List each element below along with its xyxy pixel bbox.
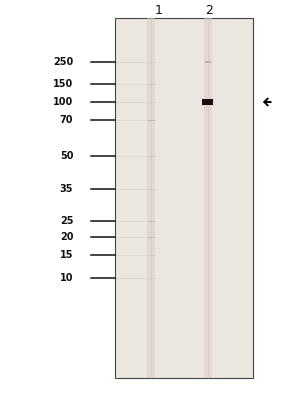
- Bar: [204, 18, 212, 378]
- Text: 150: 150: [53, 79, 73, 89]
- Text: 2: 2: [205, 4, 213, 16]
- Text: 100: 100: [53, 97, 73, 107]
- Text: 35: 35: [60, 184, 73, 194]
- Bar: [115, 18, 253, 378]
- Text: 15: 15: [60, 250, 73, 260]
- Bar: [147, 18, 155, 378]
- Text: 70: 70: [60, 115, 73, 125]
- Bar: [202, 99, 213, 104]
- Text: 1: 1: [155, 4, 162, 16]
- Text: 250: 250: [53, 57, 73, 67]
- Text: 50: 50: [60, 151, 73, 161]
- Text: 10: 10: [60, 273, 73, 283]
- Text: 20: 20: [60, 232, 73, 242]
- Bar: [205, 60, 211, 63]
- Text: 25: 25: [60, 216, 73, 226]
